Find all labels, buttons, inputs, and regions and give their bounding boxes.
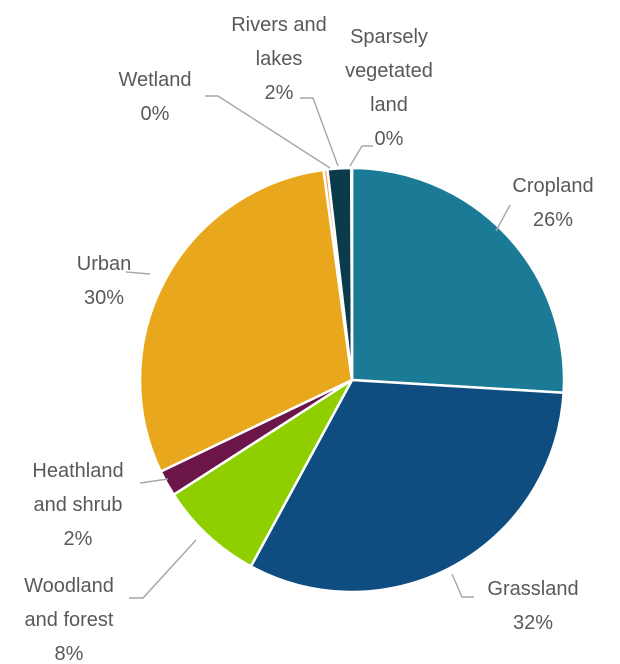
slice-value-label: 8% (55, 643, 84, 664)
pie-slice-woodland-and-forest (171, 378, 354, 569)
slice-label: Sparsely vegetated land 0% (345, 26, 433, 150)
pie-slice-grassland (249, 378, 565, 594)
leader-line (300, 97, 339, 167)
leader-line (205, 95, 331, 169)
slice-value-label: 30% (84, 287, 124, 309)
leader-line (129, 539, 197, 599)
slice-name-label: Urban (77, 253, 131, 275)
slice-name-label: Cropland (512, 175, 593, 197)
slice-name-label: land (370, 94, 408, 116)
slice-value-label: 0% (141, 103, 170, 125)
slice-value-label: 26% (533, 209, 573, 231)
slice-value-label: 32% (513, 612, 553, 634)
slice-name-label: Rivers and (231, 14, 327, 36)
slice-label: Rivers and lakes 2% (231, 14, 327, 104)
slice-name-label: Woodland (24, 575, 114, 597)
slice-label: Woodland and forest 8% (24, 575, 114, 664)
slice-name-label: lakes (256, 48, 303, 70)
leader-line (125, 271, 151, 275)
leader-lines (125, 95, 511, 599)
pie-slice-sparsely-vegetated-land (350, 166, 354, 381)
slice-labels: Cropland 26% Grassland 32% Woodland and fores… (24, 14, 593, 664)
slice-value-label: 0% (375, 128, 404, 150)
slice-name-label: and forest (25, 609, 114, 631)
slice-name-label: and shrub (34, 494, 123, 516)
slice-label: Grassland 32% (487, 578, 578, 634)
slice-value-label: 2% (64, 528, 93, 550)
slice-value-label: 2% (265, 82, 294, 104)
slice-name-label: Grassland (487, 578, 578, 600)
slice-label: Cropland 26% (512, 175, 593, 231)
slice-label: Urban 30% (77, 253, 131, 309)
slice-name-label: vegetated (345, 60, 433, 82)
leader-line (495, 204, 511, 232)
slice-name-label: Heathland (32, 460, 123, 482)
slice-label: Wetland 0% (118, 69, 191, 125)
pie-slice-urban (138, 168, 354, 474)
slice-name-label: Sparsely (350, 26, 428, 48)
leader-line (349, 145, 373, 167)
leader-line (451, 573, 474, 598)
leader-line (139, 478, 169, 484)
pie-slices (138, 166, 566, 594)
slice-label: Heathland and shrub 2% (32, 460, 123, 550)
slice-name-label: Wetland (118, 69, 191, 91)
pie-slice-cropland (350, 166, 566, 395)
